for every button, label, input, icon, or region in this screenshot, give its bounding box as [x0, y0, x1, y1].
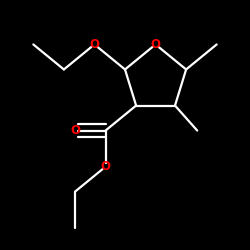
Text: O: O [90, 38, 100, 51]
Text: O: O [70, 124, 80, 137]
Text: O: O [150, 38, 160, 51]
Text: O: O [100, 160, 110, 173]
